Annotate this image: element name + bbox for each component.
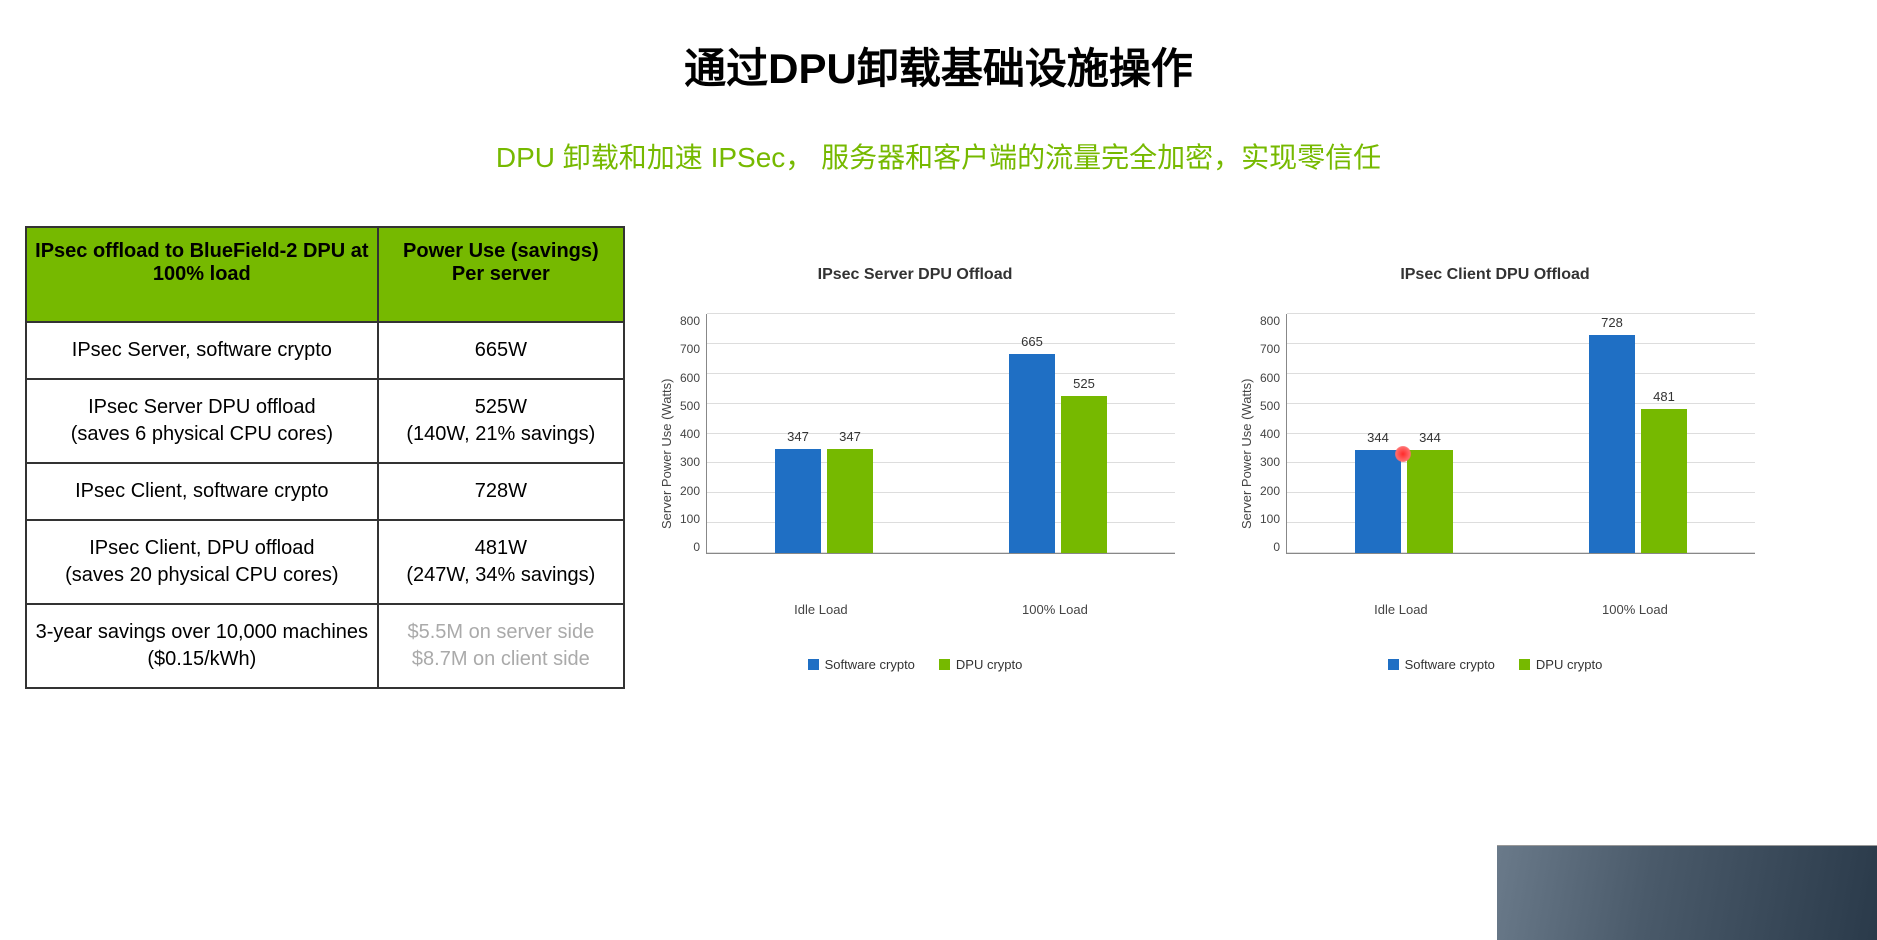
y-tick: 300 (674, 455, 700, 469)
legend-swatch (939, 659, 950, 670)
table-row: 3-year savings over 10,000 machines ($0.… (26, 604, 624, 688)
table-row: IPsec Client, DPU offload(saves 20 physi… (26, 520, 624, 604)
grid: 347347665525 (706, 314, 1175, 554)
bar-group: 728481 (1589, 335, 1687, 553)
plot-area: Server Power Use (Watts)800 700 600 500 400 3… (655, 314, 1175, 594)
plot-area: Server Power Use (Watts)800 700 600 500 400 3… (1235, 314, 1755, 594)
table-cell: 525W(140W, 21% savings) (378, 379, 624, 463)
y-ticks: 800 700 600 500 400 300 200 100 0 (1254, 314, 1286, 554)
chart: IPsec Server DPU Offload Server Power Use… (655, 266, 1175, 689)
table-row: IPsec Client, software crypto728W (26, 463, 624, 520)
table-cell: 728W (378, 463, 624, 520)
table-cell: IPsec Server DPU offload(saves 6 physica… (26, 379, 378, 463)
x-labels: Idle Load 100% Load (1287, 602, 1755, 617)
page-subtitle: DPU 卸载和加速 IPSec， 服务器和客户端的流量完全加密，实现零信任 (0, 136, 1877, 176)
legend-item: DPU crypto (939, 657, 1022, 672)
legend-label: DPU crypto (1536, 657, 1602, 672)
chart-title: IPsec Server DPU Offload (655, 266, 1175, 284)
bar-value-label: 728 (1589, 315, 1635, 330)
table-row: IPsec Server DPU offload(saves 6 physica… (26, 379, 624, 463)
x-tick-label: Idle Load (794, 602, 848, 617)
laser-pointer (1395, 446, 1411, 462)
table-cell: 3-year savings over 10,000 machines ($0.… (26, 604, 378, 688)
bar-value-label: 347 (827, 429, 873, 444)
bar-value-label: 347 (775, 429, 821, 444)
y-tick: 100 (1254, 512, 1280, 526)
y-tick: 200 (674, 484, 700, 498)
bar-value-label: 344 (1355, 430, 1401, 445)
x-labels: Idle Load 100% Load (707, 602, 1175, 617)
table-row: IPsec Server, software crypto665W (26, 322, 624, 379)
bar: 347 (775, 449, 821, 553)
bar: 347 (827, 449, 873, 553)
bar-groups: 344344728481 (1287, 314, 1755, 553)
y-tick: 500 (674, 399, 700, 413)
y-tick: 700 (1254, 342, 1280, 356)
bar: 525 (1061, 396, 1107, 554)
table-cell: 481W(247W, 34% savings) (378, 520, 624, 604)
table-body: IPsec Server, software crypto665WIPsec S… (26, 322, 624, 688)
legend-item: DPU crypto (1519, 657, 1602, 672)
table-cell: $5.5M on server side$8.7M on client side (378, 604, 624, 688)
bar: 665 (1009, 354, 1055, 554)
legend: Software crypto DPU crypto (1235, 657, 1755, 672)
y-tick: 0 (1254, 540, 1280, 554)
y-ticks: 800 700 600 500 400 300 200 100 0 (674, 314, 706, 554)
bar-group: 344344 (1355, 450, 1453, 553)
bar: 728 (1589, 335, 1635, 553)
legend-label: DPU crypto (956, 657, 1022, 672)
legend-item: Software crypto (808, 657, 915, 672)
content-row: IPsec offload to BlueField-2 DPU at 100%… (0, 226, 1877, 689)
y-tick: 200 (1254, 484, 1280, 498)
legend-swatch (808, 659, 819, 670)
y-tick: 600 (674, 371, 700, 385)
x-tick-label: 100% Load (1022, 602, 1088, 617)
table-cell: 665W (378, 322, 624, 379)
bar-group: 665525 (1009, 354, 1107, 554)
legend-swatch (1519, 659, 1530, 670)
y-tick: 800 (1254, 314, 1280, 328)
chart: IPsec Client DPU Offload Server Power Use… (1235, 266, 1755, 689)
bar-value-label: 525 (1061, 376, 1107, 391)
y-tick: 400 (674, 427, 700, 441)
legend-label: Software crypto (1405, 657, 1495, 672)
bar-value-label: 665 (1009, 334, 1055, 349)
y-tick: 800 (674, 314, 700, 328)
bar-value-label: 344 (1407, 430, 1453, 445)
y-tick: 700 (674, 342, 700, 356)
legend-item: Software crypto (1388, 657, 1495, 672)
bar-group: 347347 (775, 449, 873, 553)
y-axis-label: Server Power Use (Watts) (655, 314, 674, 594)
y-tick: 0 (674, 540, 700, 554)
y-tick: 500 (1254, 399, 1280, 413)
table-cell: IPsec Client, DPU offload(saves 20 physi… (26, 520, 378, 604)
table-header: Power Use (savings) Per server (378, 227, 624, 322)
legend: Software crypto DPU crypto (655, 657, 1175, 672)
x-tick-label: 100% Load (1602, 602, 1668, 617)
table-header: IPsec offload to BlueField-2 DPU at 100%… (26, 227, 378, 322)
y-tick: 100 (674, 512, 700, 526)
bar: 344 (1407, 450, 1453, 553)
y-tick: 400 (1254, 427, 1280, 441)
legend-swatch (1388, 659, 1399, 670)
bar-groups: 347347665525 (707, 314, 1175, 553)
bar: 481 (1641, 409, 1687, 553)
x-tick-label: Idle Load (1374, 602, 1428, 617)
table-cell: IPsec Server, software crypto (26, 322, 378, 379)
y-tick: 600 (1254, 371, 1280, 385)
power-table-container: IPsec offload to BlueField-2 DPU at 100%… (25, 226, 625, 689)
grid: 344344728481 (1286, 314, 1755, 554)
bar: 344 (1355, 450, 1401, 553)
legend-label: Software crypto (825, 657, 915, 672)
table-cell: IPsec Client, software crypto (26, 463, 378, 520)
y-axis-label: Server Power Use (Watts) (1235, 314, 1254, 594)
charts-row: IPsec Server DPU Offload Server Power Use… (655, 226, 1852, 689)
bar-value-label: 481 (1641, 389, 1687, 404)
webcam-overlay (1497, 845, 1877, 940)
y-tick: 300 (1254, 455, 1280, 469)
page-title: 通过DPU卸载基础设施操作 (0, 35, 1877, 96)
chart-title: IPsec Client DPU Offload (1235, 266, 1755, 284)
power-table: IPsec offload to BlueField-2 DPU at 100%… (25, 226, 625, 689)
